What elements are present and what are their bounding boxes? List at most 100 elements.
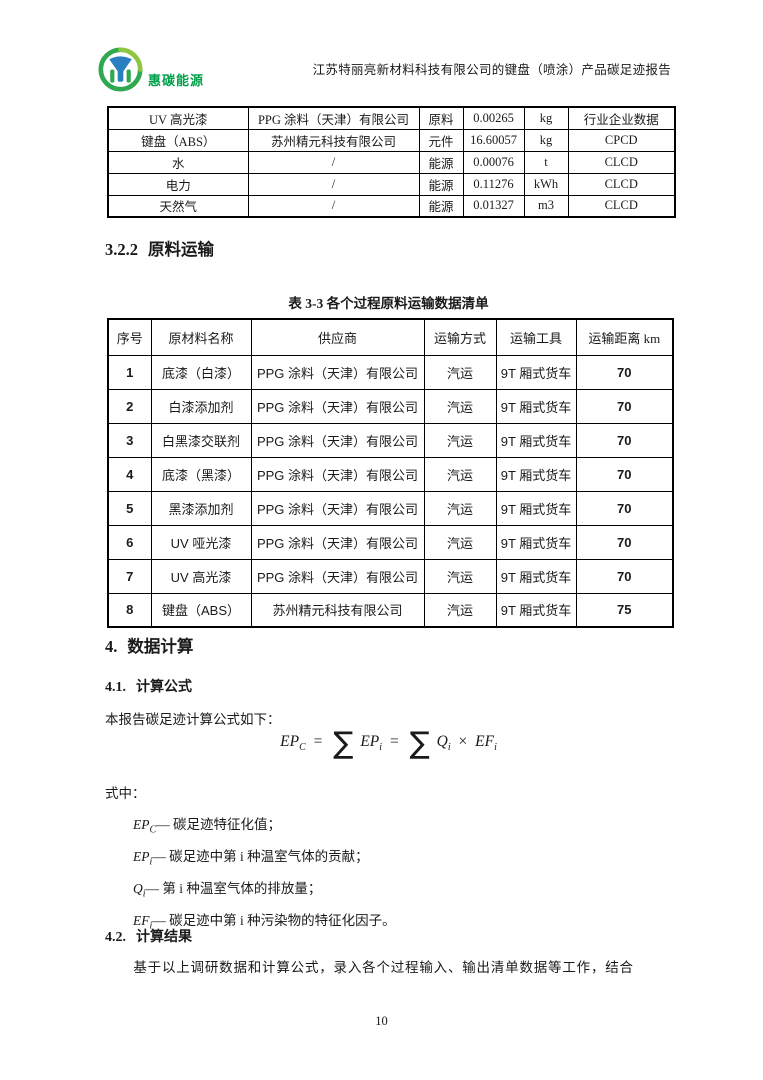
section-4-2-heading: 4.2. 计算结果	[105, 926, 192, 946]
cell-source: CLCD	[567, 150, 676, 174]
cell-vehicle: 9T 厢式货车	[495, 592, 577, 628]
cell-material: 白黑漆交联剂	[150, 422, 252, 458]
cell-index: 2	[107, 388, 152, 424]
cell-value: 0.01327	[462, 194, 525, 218]
cell-supplier: PPG 涂料（天津）有限公司	[250, 524, 425, 560]
cell-type: 能源	[418, 150, 464, 174]
cell-material: 键盘（ABS）	[107, 128, 249, 152]
transport-data-table: 序号 原材料名称 供应商 运输方式 运输工具 运输距离 km 1 底漆（白漆） …	[107, 318, 674, 628]
cell-vehicle: 9T 厢式货车	[495, 558, 577, 594]
cell-supplier: PPG 涂料（天津）有限公司	[250, 456, 425, 492]
definitions-label: 式中：	[105, 786, 146, 801]
cell-mode: 汽运	[423, 558, 497, 594]
cell-supplier: PPG 涂料（天津）有限公司	[250, 388, 425, 424]
cell-unit: m3	[523, 194, 569, 218]
col-header-supplier: 供应商	[250, 318, 425, 356]
cell-distance: 70	[575, 558, 674, 594]
table-row: UV 高光漆 PPG 涂料（天津）有限公司 原料 0.00265 kg 行业企业…	[107, 106, 676, 130]
cell-type: 能源	[418, 172, 464, 196]
company-logo: 惠碳能源	[98, 47, 204, 92]
cell-material: 底漆（黑漆）	[150, 456, 252, 492]
cell-type: 能源	[418, 194, 464, 218]
cell-index: 6	[107, 524, 152, 560]
section-title: 计算结果	[136, 930, 192, 945]
section-title: 数据计算	[127, 637, 194, 656]
table-row: 2 白漆添加剂 PPG 涂料（天津）有限公司 汽运 9T 厢式货车 70	[107, 388, 674, 424]
multiplication-sign: ×	[458, 733, 468, 750]
summation-icon: ∑	[409, 726, 430, 761]
formula-term-qi: Qi	[436, 733, 451, 754]
result-paragraph: 基于以上调研数据和计算公式，录入各个过程输入、输出清单数据等工作，结合	[133, 960, 634, 975]
page-number: 10	[375, 1014, 388, 1028]
cell-mode: 汽运	[423, 354, 497, 390]
cell-vehicle: 9T 厢式货车	[495, 422, 577, 458]
cell-value: 16.60057	[462, 128, 525, 152]
cell-material: 天然气	[107, 194, 249, 218]
cell-unit: kg	[523, 128, 569, 152]
table-row: 4 底漆（黑漆） PPG 涂料（天津）有限公司 汽运 9T 厢式货车 70	[107, 456, 674, 492]
summation-icon: ∑	[333, 726, 354, 761]
cell-mode: 汽运	[423, 422, 497, 458]
cell-supplier: /	[247, 150, 420, 174]
cell-distance: 70	[575, 524, 674, 560]
cell-supplier: PPG 涂料（天津）有限公司	[250, 558, 425, 594]
cell-source: CPCD	[567, 128, 676, 152]
cell-mode: 汽运	[423, 524, 497, 560]
table-row: 3 白黑漆交联剂 PPG 涂料（天津）有限公司 汽运 9T 厢式货车 70	[107, 422, 674, 458]
col-header-material: 原材料名称	[150, 318, 252, 356]
cell-supplier: /	[247, 194, 420, 218]
formula-term-epi: EPi	[360, 733, 383, 754]
cell-index: 1	[107, 354, 152, 390]
section-4-heading: 4. 数据计算	[105, 633, 193, 657]
cell-distance: 70	[575, 388, 674, 424]
carbon-footprint-formula: EPC = ∑ EPi = ∑ Qi × EFi	[105, 729, 672, 759]
formula-term-epc: EPC	[280, 733, 306, 754]
formula-intro-text: 本报告碳足迹计算公式如下：	[105, 712, 281, 727]
cell-index: 7	[107, 558, 152, 594]
cell-supplier: /	[247, 172, 420, 196]
logo-text: 惠碳能源	[148, 73, 205, 88]
cell-vehicle: 9T 厢式货车	[495, 456, 577, 492]
cell-supplier: PPG 涂料（天津）有限公司	[250, 422, 425, 458]
section-number: 4.2.	[105, 930, 126, 945]
cell-material: 白漆添加剂	[150, 388, 252, 424]
table-row: 5 黑漆添加剂 PPG 涂料（天津）有限公司 汽运 9T 厢式货车 70	[107, 490, 674, 526]
cell-value: 0.00076	[462, 150, 525, 174]
table-3-3-caption: 表 3-3 各个过程原料运输数据清单	[288, 296, 489, 311]
cell-index: 4	[107, 456, 152, 492]
table-row: 电力 / 能源 0.11276 kWh CLCD	[107, 172, 676, 196]
cell-material: 电力	[107, 172, 249, 196]
cell-value: 0.11276	[462, 172, 525, 196]
logo-icon	[98, 47, 143, 92]
cell-material: UV 哑光漆	[150, 524, 252, 560]
cell-supplier: 苏州精元科技有限公司	[250, 592, 425, 628]
cell-material: 黑漆添加剂	[150, 490, 252, 526]
report-title: 江苏特丽亮新材料科技有限公司的键盘（喷涂）产品碳足迹报告	[312, 63, 671, 77]
cell-unit: kWh	[523, 172, 569, 196]
definition-epi: EPi— 碳足迹中第 i 种温室气体的贡献；	[133, 849, 369, 868]
definition-epc: EPC— 碳足迹特征化值；	[133, 817, 282, 836]
cell-mode: 汽运	[423, 592, 497, 628]
cell-supplier: PPG 涂料（天津）有限公司	[250, 490, 425, 526]
definition-qi: Qi— 第 i 种温室气体的排放量；	[133, 881, 322, 900]
cell-mode: 汽运	[423, 388, 497, 424]
section-title: 计算公式	[136, 680, 192, 695]
equals-sign: =	[313, 733, 323, 750]
cell-index: 8	[107, 592, 152, 628]
equals-sign: =	[389, 733, 399, 750]
col-header-distance: 运输距离 km	[575, 318, 674, 356]
table-row: 6 UV 哑光漆 PPG 涂料（天津）有限公司 汽运 9T 厢式货车 70	[107, 524, 674, 560]
cell-source: CLCD	[567, 194, 676, 218]
cell-source: CLCD	[567, 172, 676, 196]
section-number: 4.	[105, 637, 118, 656]
cell-mode: 汽运	[423, 456, 497, 492]
cell-distance: 70	[575, 490, 674, 526]
cell-source: 行业企业数据	[567, 106, 676, 130]
definition-efi: EFi— 碳足迹中第 i 种污染物的特征化因子。	[133, 913, 396, 932]
section-3-2-2-heading: 3.2.2 原料运输	[105, 236, 214, 260]
section-number: 4.1.	[105, 680, 126, 695]
section-number: 3.2.2	[105, 240, 138, 259]
col-header-index: 序号	[107, 318, 152, 356]
table-row: 水 / 能源 0.00076 t CLCD	[107, 150, 676, 174]
